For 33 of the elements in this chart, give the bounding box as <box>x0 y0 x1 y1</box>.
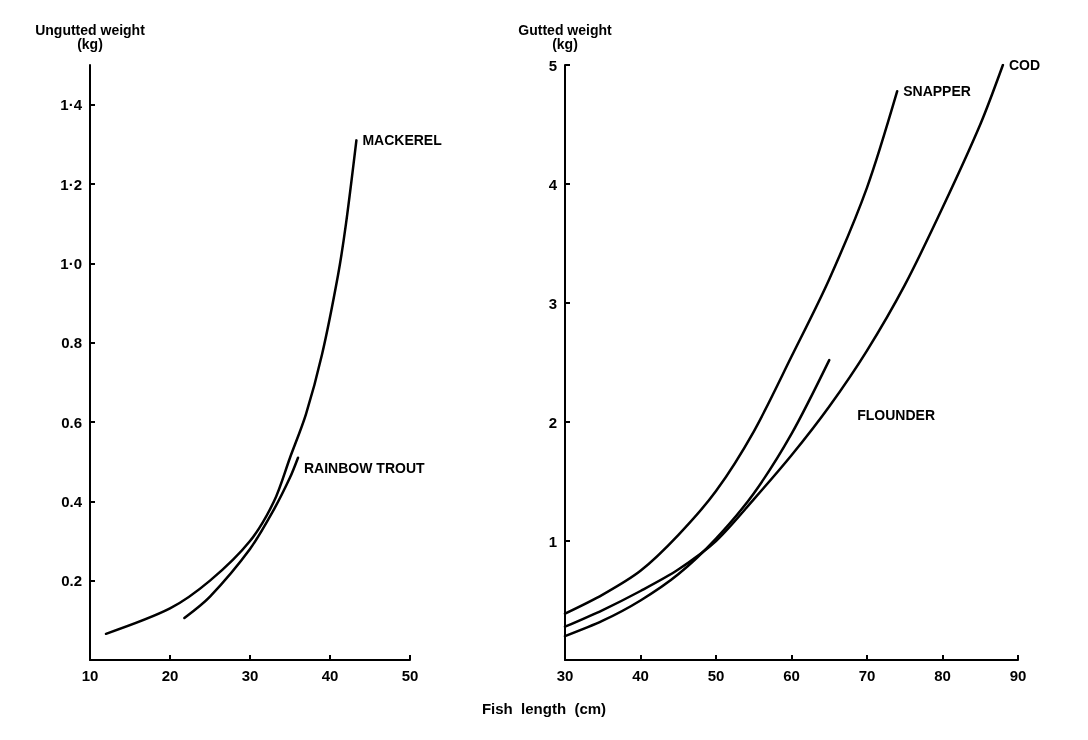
x-tick-label: 40 <box>321 667 339 684</box>
x-tick-label: 60 <box>783 667 800 684</box>
x-tick-label: 70 <box>858 667 876 684</box>
x-tick-label: 80 <box>934 667 951 684</box>
series-label: SNAPPER <box>903 83 971 100</box>
y-tick-label: 2 <box>548 413 557 431</box>
series-label: MACKEREL <box>362 132 443 149</box>
text: FLOUNDER <box>857 407 936 424</box>
x-tick-label: 20 <box>161 667 179 684</box>
x-tick-label: 50 <box>401 667 419 684</box>
x-tick-label: 90 <box>1009 667 1027 684</box>
x-tick-label: 10 <box>81 667 99 684</box>
y-tick-label: 0.4 <box>61 492 83 510</box>
y-tick-label: 0.2 <box>61 572 82 590</box>
y-tick-label: 1 <box>548 532 557 550</box>
y-axis-title: Gutted weight (kg) <box>518 22 612 52</box>
x-axis-title: Fish length (cm) <box>480 700 608 717</box>
y-tick-label: 1·2 <box>60 175 82 193</box>
y-axis-title: Ungutted weight (kg) <box>35 22 146 52</box>
series-label: RAINBOW TROUT <box>304 459 425 476</box>
y-tick-label: 1·4 <box>60 96 83 114</box>
y-tick-label: 0.6 <box>61 413 82 431</box>
x-tick-label: 30 <box>556 667 574 684</box>
x-tick-label: 50 <box>707 667 725 684</box>
y-tick-label: 4 <box>548 175 558 193</box>
y-tick-label: 1·0 <box>60 254 82 272</box>
y-tick-label: 5 <box>548 56 557 74</box>
series-label: COD <box>1008 57 1041 73</box>
x-tick-label: 40 <box>632 667 649 684</box>
line-series <box>183 456 300 620</box>
x-tick-label: 30 <box>241 667 259 684</box>
y-tick-label: 3 <box>548 294 557 312</box>
y-tick-label: 0.8 <box>61 334 82 352</box>
